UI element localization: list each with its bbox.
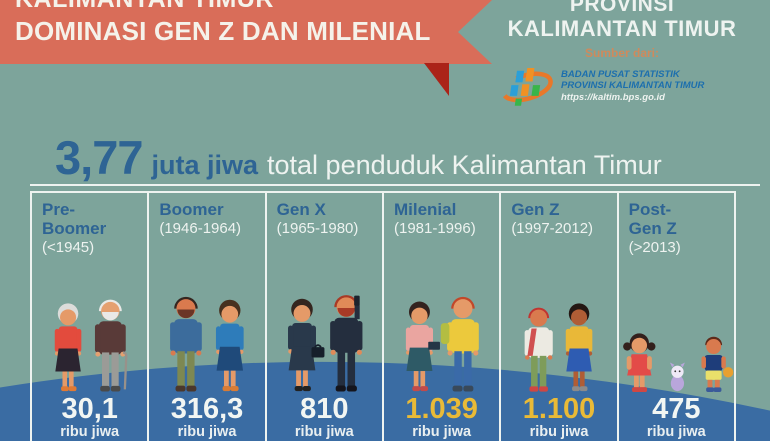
column-header: Boomer (1946-1964) bbox=[149, 193, 264, 238]
value-block: 475 ribu jiwa bbox=[619, 394, 734, 440]
source-row: BADAN PUSAT STATISTIK PROVINSI KALIMANTA… bbox=[488, 63, 756, 109]
population-value: 1.100 bbox=[522, 393, 596, 425]
column-gen-x: Gen X (1965-1980) 810 ribu jiwa bbox=[267, 193, 384, 441]
generation-illustration bbox=[384, 286, 499, 392]
source-text: BADAN PUSAT STATISTIK PROVINSI KALIMANTA… bbox=[561, 69, 704, 104]
headline-total-value: 3,77 bbox=[55, 131, 143, 184]
generation-name: Gen Z bbox=[511, 200, 560, 219]
source-label: Sumber dari: bbox=[584, 46, 659, 60]
value-block: 316,3 ribu jiwa bbox=[149, 394, 264, 440]
column-pre-boomer: Pre- Boomer (<1945) 30,1 ribu jiwa bbox=[32, 193, 150, 441]
separator-line bbox=[30, 184, 760, 186]
population-unit: ribu jiwa bbox=[529, 424, 589, 440]
generation-years: (1965-1980) bbox=[276, 220, 359, 237]
population-unit: ribu jiwa bbox=[60, 424, 120, 440]
population-value: 810 bbox=[300, 393, 349, 425]
generation-illustration bbox=[501, 296, 616, 392]
woman-figure bbox=[54, 303, 82, 392]
generation-name: Pre- Boomer bbox=[42, 200, 107, 238]
headline-text: total penduduk Kalimantan Timur bbox=[267, 150, 662, 180]
generation-table: Pre- Boomer (<1945) 30,1 ribu jiwa bbox=[30, 191, 736, 441]
population-value: 30,1 bbox=[61, 393, 118, 425]
generation-years: (1981-1996) bbox=[393, 220, 476, 237]
generation-illustration bbox=[32, 289, 147, 392]
title-line1: KALIMANTAN TIMUR bbox=[15, 0, 492, 14]
woman-figure bbox=[215, 299, 244, 392]
column-header: Gen Z (1997-2012) bbox=[501, 193, 616, 238]
column-header: Post- Gen Z (>2013) bbox=[619, 193, 734, 257]
woman-figure bbox=[565, 303, 593, 392]
population-unit: ribu jiwa bbox=[294, 424, 354, 440]
headline-total-unit: juta jiwa bbox=[151, 150, 259, 180]
generation-illustration bbox=[619, 330, 734, 392]
column-post-gen-z: Post- Gen Z (>2013) 475 ribu jiwa bbox=[619, 193, 734, 441]
man-figure bbox=[440, 296, 479, 392]
column-milenial: Milenial (1981-1996) 1.039 ribu jiwa bbox=[384, 193, 502, 441]
value-block: 1.100 ribu jiwa bbox=[501, 394, 616, 440]
generation-name: Milenial bbox=[393, 200, 457, 219]
man-figure bbox=[94, 299, 128, 392]
generation-years: (1997-2012) bbox=[511, 220, 594, 237]
column-header: Gen X (1965-1980) bbox=[267, 193, 382, 238]
value-block: 1.039 ribu jiwa bbox=[384, 394, 499, 440]
toy-figure bbox=[669, 362, 685, 392]
generation-years: (>2013) bbox=[628, 239, 681, 256]
man-figure bbox=[524, 307, 553, 392]
boy-figure bbox=[701, 336, 734, 392]
population-unit: ribu jiwa bbox=[412, 424, 472, 440]
column-boomer: Boomer (1946-1964) 316,3 ribu jiwa bbox=[149, 193, 267, 441]
generation-years: (1946-1964) bbox=[159, 220, 242, 237]
column-header: Pre- Boomer (<1945) bbox=[32, 193, 147, 257]
man-figure bbox=[169, 296, 202, 392]
source-url: https://kaltim.bps.go.id bbox=[561, 91, 665, 103]
province-header: PROVINSI KALIMANTAN TIMUR Sumber dari: B… bbox=[488, 0, 756, 109]
title-line2: DOMINASI GEN Z DAN MILENIAL bbox=[15, 16, 431, 46]
man-figure bbox=[329, 295, 362, 392]
population-value: 316,3 bbox=[170, 393, 244, 425]
population-value: 1.039 bbox=[405, 393, 478, 425]
generation-illustration bbox=[267, 284, 382, 392]
population-unit: ribu jiwa bbox=[646, 424, 706, 440]
population-value: 475 bbox=[652, 393, 701, 425]
headline: 3,77 juta jiwa total penduduk Kalimantan… bbox=[55, 130, 662, 185]
population-unit: ribu jiwa bbox=[177, 424, 237, 440]
column-header: Milenial (1981-1996) bbox=[384, 193, 499, 238]
generation-name: Gen X bbox=[276, 200, 326, 219]
generation-years: (<1945) bbox=[42, 239, 95, 256]
girl-figure bbox=[623, 333, 656, 392]
bps-logo-icon bbox=[501, 68, 553, 106]
woman-figure bbox=[287, 298, 324, 392]
generation-name: Boomer bbox=[159, 200, 224, 219]
woman-figure bbox=[405, 301, 440, 392]
province-line2: KALIMANTAN TIMUR bbox=[507, 16, 737, 41]
value-block: 30,1 ribu jiwa bbox=[32, 394, 147, 440]
province-line1: PROVINSI bbox=[569, 0, 675, 16]
generation-illustration bbox=[149, 286, 264, 392]
source-org-line2: PROVINSI KALIMANTAN TIMUR bbox=[561, 80, 705, 91]
value-block: 810 ribu jiwa bbox=[267, 394, 382, 440]
generation-name: Post- Gen Z bbox=[628, 200, 677, 238]
title-ribbon: KALIMANTAN TIMUR DOMINASI GEN Z DAN MILE… bbox=[0, 0, 492, 64]
column-gen-z: Gen Z (1997-2012) 1.100 ribu jiwa bbox=[501, 193, 619, 441]
source-org-line1: BADAN PUSAT STATISTIK bbox=[561, 68, 680, 80]
